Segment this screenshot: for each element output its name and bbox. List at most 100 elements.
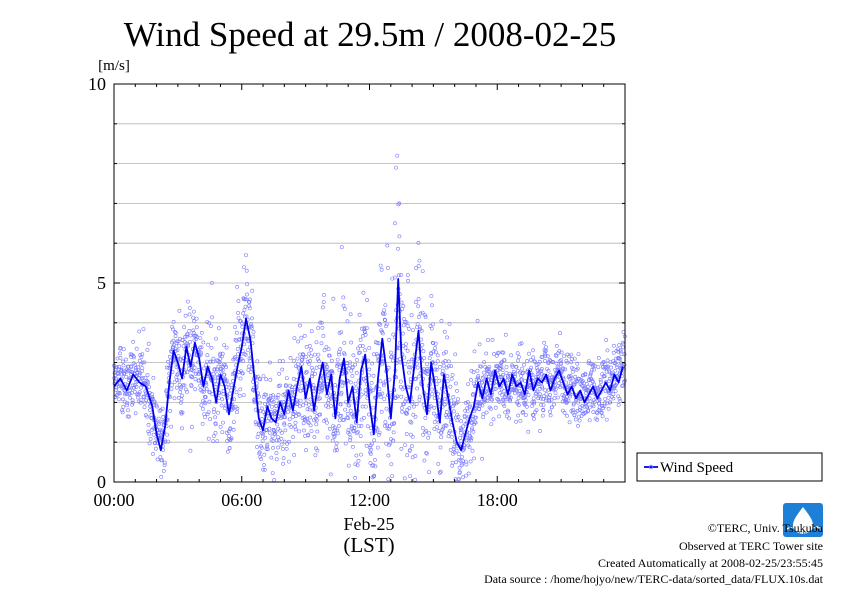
scatter-point [125, 403, 130, 408]
scatter-point [417, 397, 422, 402]
scatter-point [187, 306, 192, 310]
scatter-point [487, 365, 492, 369]
scatter-point [392, 421, 397, 425]
scatter-point [363, 348, 368, 353]
scatter-point [369, 447, 373, 452]
scatter-point [526, 429, 531, 434]
scatter-point [475, 375, 480, 380]
scatter-point [183, 334, 188, 339]
scatter-point [288, 355, 293, 360]
scatter-point [411, 412, 416, 417]
scatter-point [414, 266, 419, 271]
scatter-point [468, 377, 473, 382]
scatter-point [160, 458, 165, 463]
scatter-point [287, 417, 292, 422]
scatter-point [618, 348, 623, 353]
scatter-point [486, 338, 490, 343]
scatter-point [169, 383, 174, 388]
scatter-point [420, 342, 425, 347]
scatter-point [213, 422, 218, 427]
scatter-point [333, 448, 337, 453]
scatter-point [486, 369, 491, 374]
scatter-point [552, 396, 557, 401]
scatter-point [383, 303, 388, 308]
scatter-point [365, 298, 370, 302]
scatter-point [526, 393, 531, 397]
scatter-point [293, 420, 298, 425]
scatter-point [172, 329, 177, 334]
scatter-point [384, 406, 389, 411]
scatter-point [314, 422, 319, 427]
scatter-point [419, 328, 424, 333]
x-axis-ticks: 00:00 06:00 12:00 18:00 [93, 84, 605, 510]
scatter-point [118, 345, 123, 350]
scatter-point [304, 401, 309, 406]
scatter-point [251, 334, 256, 339]
scatter-point [305, 407, 310, 411]
scatter-point [274, 451, 279, 455]
scatter-point [238, 319, 243, 324]
scatter-point [330, 438, 335, 443]
scatter-point [322, 348, 327, 353]
scatter-point [382, 423, 387, 428]
scatter-point [194, 325, 199, 330]
scatter-point [602, 374, 607, 379]
scatter-point [378, 379, 383, 384]
scatter-point [434, 375, 438, 380]
scatter-point [125, 401, 130, 405]
scatter-point [458, 430, 463, 435]
scatter-point [290, 390, 295, 394]
scatter-point [239, 321, 244, 326]
scatter-point [198, 336, 203, 341]
scatter-point [348, 312, 353, 317]
scatter-point [515, 351, 520, 356]
scatter-point [208, 359, 213, 364]
scatter-point [548, 409, 553, 414]
scatter-point [337, 352, 342, 357]
scatter-point [354, 453, 359, 458]
scatter-point [487, 374, 491, 379]
scatter-point [499, 392, 504, 397]
scatter-point [586, 388, 591, 393]
scatter-point [249, 316, 254, 321]
scatter-point [177, 343, 182, 348]
scatter-point [238, 376, 243, 381]
scatter-point [234, 330, 239, 335]
scatter-point [269, 455, 274, 460]
scatter-point [127, 414, 131, 419]
footer-copyright: ©TERC, Univ. Tsukuba [708, 521, 824, 535]
scatter-point [346, 428, 351, 432]
scatter-point [445, 335, 450, 340]
scatter-point [491, 417, 496, 422]
scatter-point [284, 446, 289, 451]
scatter-point [383, 420, 388, 425]
scatter-point [121, 404, 126, 409]
scatter-point [140, 366, 145, 371]
scatter-point [552, 402, 557, 407]
scatter-point [158, 455, 163, 460]
scatter-point [459, 427, 464, 432]
scatter-point [211, 439, 216, 444]
scatter-point [312, 352, 317, 357]
scatter-point-peak [339, 245, 344, 250]
scatter-point [339, 330, 344, 335]
scatter-point [416, 264, 421, 269]
scatter-point [482, 360, 487, 365]
scatter-point [554, 361, 559, 366]
scatter-point [247, 304, 251, 308]
scatter-point [600, 414, 605, 419]
scatter-point [553, 387, 558, 392]
scatter-point [469, 420, 474, 425]
scatter-point [281, 415, 286, 420]
scatter-point [180, 410, 185, 415]
scatter-point [240, 371, 245, 376]
scatter-point [467, 445, 472, 450]
scatter-point [260, 439, 265, 444]
scatter-point [606, 406, 611, 411]
scatter-point [335, 357, 340, 362]
scatter-point [325, 435, 330, 440]
scatter-point [438, 445, 443, 450]
scatter-point [413, 454, 418, 458]
scatter-point [495, 351, 500, 356]
scatter-point [336, 424, 341, 428]
